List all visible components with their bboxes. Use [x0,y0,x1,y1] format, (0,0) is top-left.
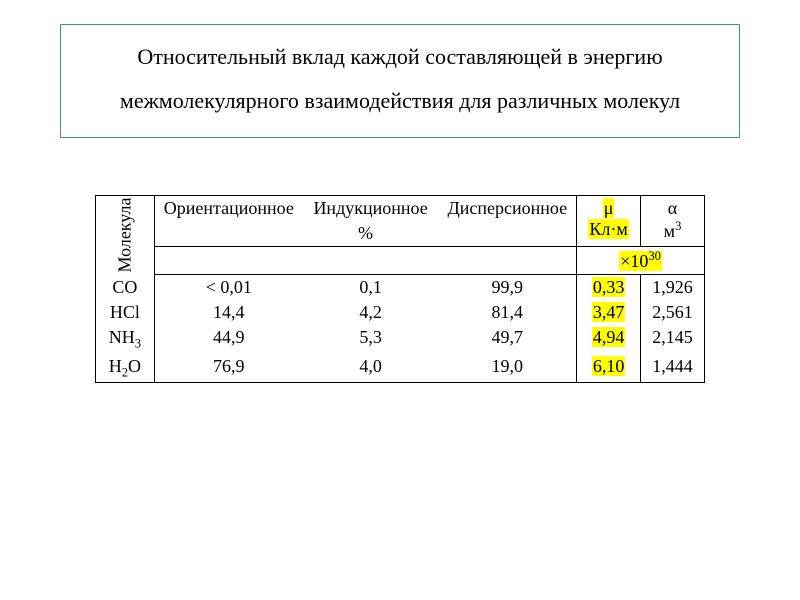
cell-disp: 19,0 [438,354,576,383]
data-table-container: Молекула Ориентационное Индукционное Дис… [95,195,705,383]
col-header-orientation: Ориентационное [154,196,302,222]
title-line-1: Относительный вклад каждой составляющей … [137,44,662,69]
mu-unit: Кл·м [588,219,628,239]
table-row: HCl 14,4 4,2 81,4 3,47 2,561 [96,300,705,325]
title-line-2: межмолекулярного взаимодействия для разл… [120,88,680,113]
cell-mu: 4,94 [577,325,641,354]
title-box: Относительный вклад каждой составляющей … [60,24,740,138]
alpha-unit: м3 [664,221,682,241]
data-table: Молекула Ориентационное Индукционное Дис… [95,195,705,383]
table-row: CO < 0,01 0,1 99,9 0,33 1,926 [96,275,705,301]
row-header-molecule-label: Молекула [114,198,135,273]
cell-mol: NH3 [96,325,155,354]
cell-or: 14,4 [154,300,302,325]
cell-mol: CO [96,275,155,301]
cell-mol: H2O [96,354,155,383]
cell-or: 76,9 [154,354,302,383]
cell-ind: 4,0 [303,354,439,383]
cell-alpha: 1,926 [641,275,705,301]
cell-alpha: 2,561 [641,300,705,325]
col-header-induction: Индукционное [303,196,439,222]
table-row: NH3 44,9 5,3 49,7 4,94 2,145 [96,325,705,354]
cell-alpha: 2,145 [641,325,705,354]
mu-symbol: μ [604,198,614,218]
cell-ind: 5,3 [303,325,439,354]
col-header-mu: μ Кл·м [577,196,641,247]
blank-header [154,247,576,275]
cell-disp: 81,4 [438,300,576,325]
cell-mu: 6,10 [577,354,641,383]
cell-ind: 4,2 [303,300,439,325]
cell-mol: HCl [96,300,155,325]
cell-ind: 0,1 [303,275,439,301]
table-row: H2O 76,9 4,0 19,0 6,10 1,444 [96,354,705,383]
col-header-alpha: α м3 [641,196,705,247]
cell-alpha: 1,444 [641,354,705,383]
alpha-symbol: α [668,198,677,218]
cell-mu: 0,33 [577,275,641,301]
cell-disp: 99,9 [438,275,576,301]
cell-or: < 0,01 [154,275,302,301]
cell-mu: 3,47 [577,300,641,325]
scale-header: ×1030 [577,247,705,275]
percent-header: % [154,221,576,247]
col-header-dispersion: Дисперсионное [438,196,576,222]
cell-disp: 49,7 [438,325,576,354]
cell-or: 44,9 [154,325,302,354]
row-header-molecule: Молекула [96,196,155,275]
